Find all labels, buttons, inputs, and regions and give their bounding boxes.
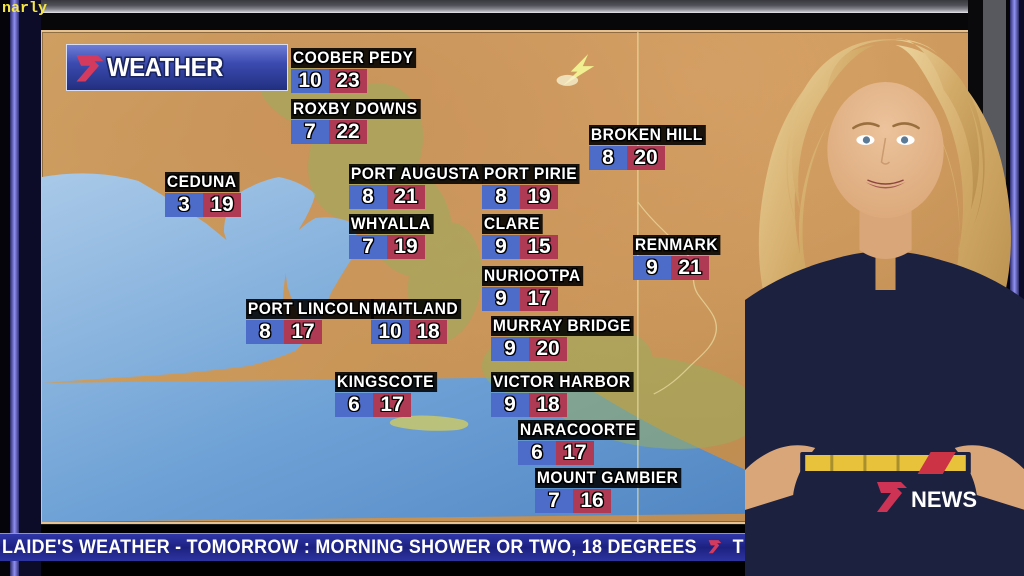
svg-text:NEWS: NEWS	[911, 487, 977, 512]
